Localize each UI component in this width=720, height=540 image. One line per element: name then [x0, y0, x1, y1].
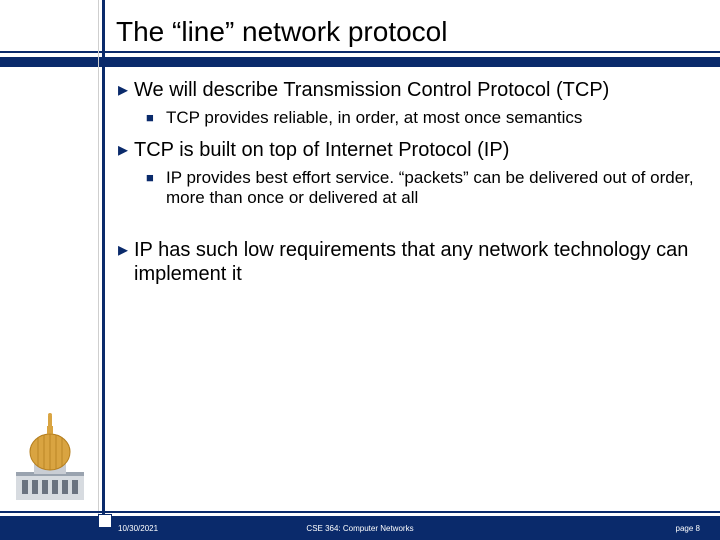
bullet-text: IP has such low requirements that any ne… — [134, 238, 700, 286]
footer-page: page 8 — [676, 524, 700, 533]
chevron-right-icon: ▸ — [118, 238, 134, 286]
footer-rule-thin — [0, 511, 720, 513]
slide: The “line” network protocol ▸ We will de… — [0, 0, 720, 540]
dome-building-icon — [14, 412, 86, 502]
org-logo — [14, 412, 86, 502]
bullet-text: We will describe Transmission Control Pr… — [134, 78, 609, 102]
square-bullet-icon: ■ — [146, 168, 166, 208]
bullet-lvl1: ▸ TCP is built on top of Internet Protoc… — [118, 138, 700, 162]
bullet-lvl2: ■ IP provides best effort service. “pack… — [146, 168, 700, 208]
left-rule-blue — [102, 0, 105, 540]
square-bullet-icon: ■ — [146, 108, 166, 128]
title-area: The “line” network protocol — [116, 16, 696, 66]
bullet-lvl1: ▸ We will describe Transmission Control … — [118, 78, 700, 102]
footer-date: 10/30/2021 — [118, 524, 158, 533]
bullet-lvl1: ▸ IP has such low requirements that any … — [118, 238, 700, 286]
content-body: ▸ We will describe Transmission Control … — [118, 78, 700, 290]
bullet-text: IP provides best effort service. “packet… — [166, 168, 700, 208]
spacer — [118, 218, 700, 238]
footer-course: CSE 364: Computer Networks — [306, 524, 413, 533]
chevron-right-icon: ▸ — [118, 78, 134, 102]
chevron-right-icon: ▸ — [118, 138, 134, 162]
bullet-text: TCP is built on top of Internet Protocol… — [134, 138, 509, 162]
bullet-lvl2: ■ TCP provides reliable, in order, at mo… — [146, 108, 700, 128]
left-rule-light — [98, 0, 99, 540]
page-title: The “line” network protocol — [116, 16, 696, 48]
bullet-text: TCP provides reliable, in order, at most… — [166, 108, 582, 128]
corner-marker — [98, 514, 112, 528]
